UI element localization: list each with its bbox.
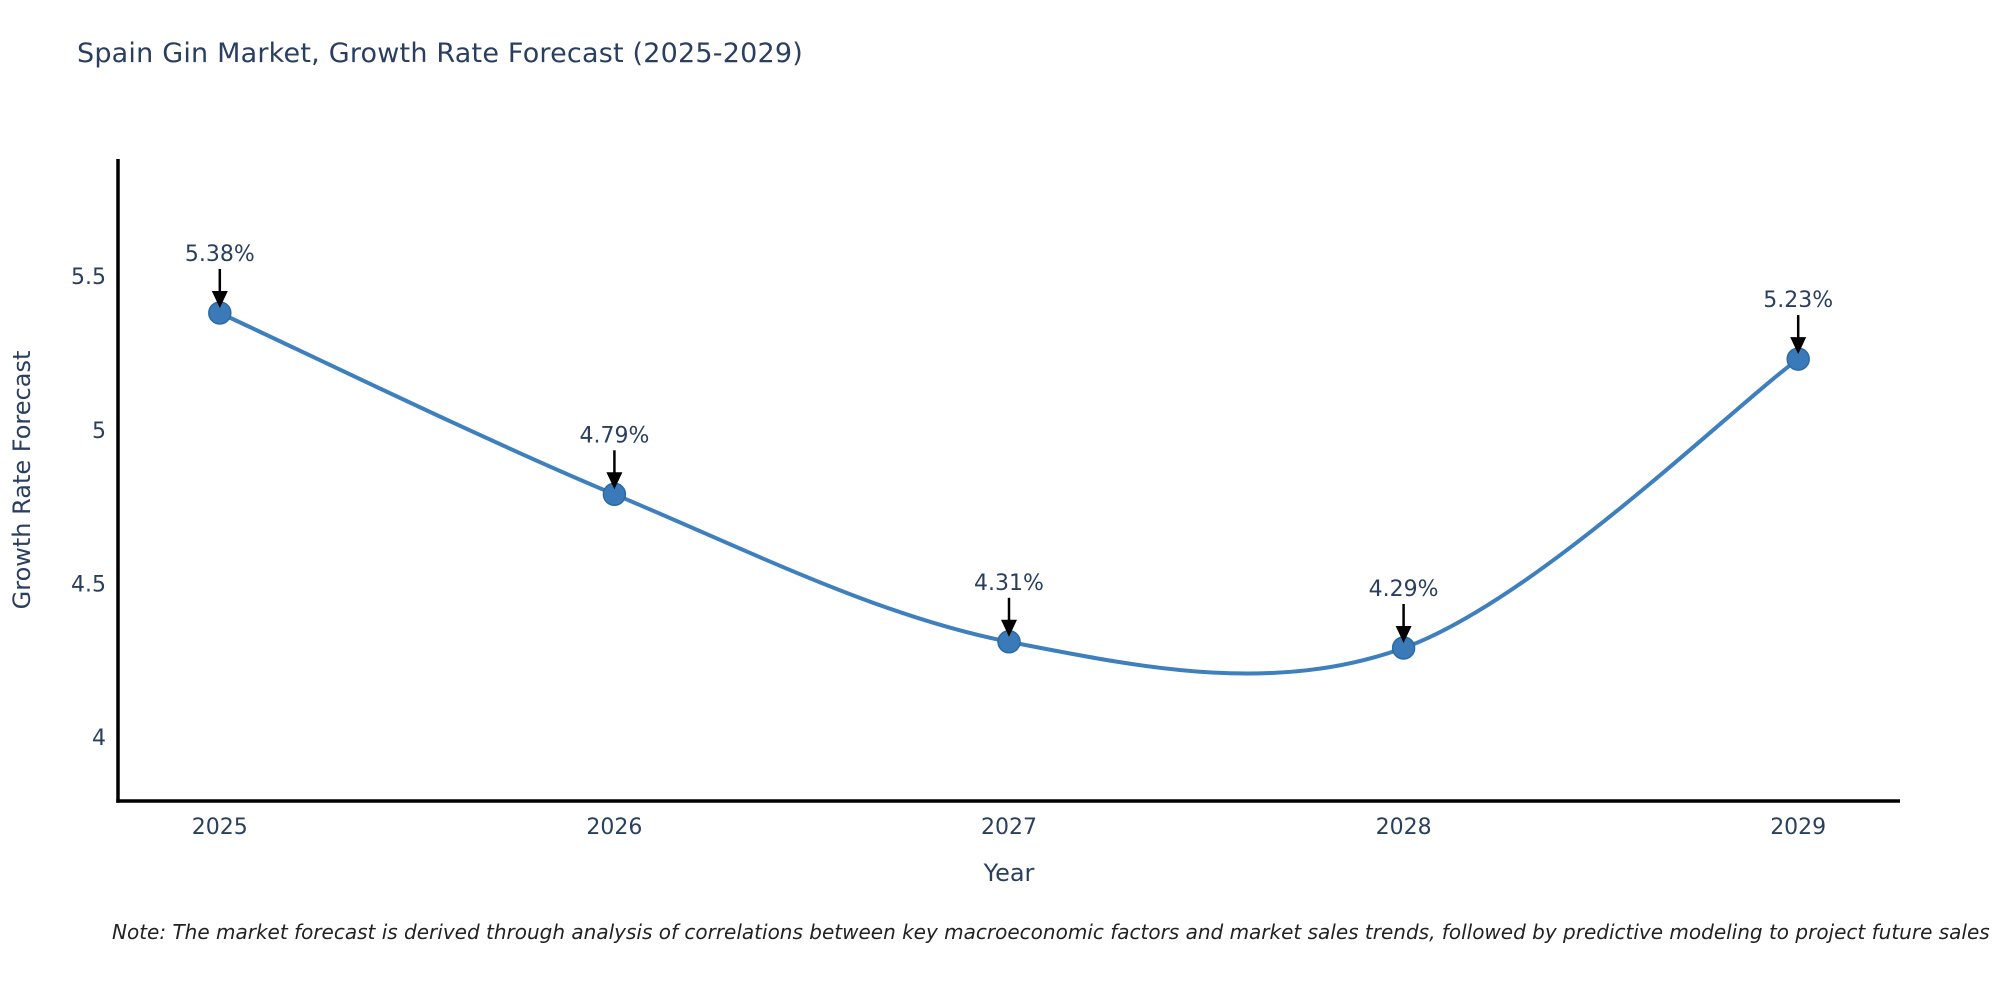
- annotation-arrowhead: [211, 290, 228, 308]
- annotation-label: 5.38%: [185, 242, 255, 267]
- annotation-arrowhead: [1395, 625, 1412, 643]
- annotation-label: 4.31%: [974, 571, 1044, 596]
- y-axis-title: Growth Rate Forecast: [8, 351, 36, 610]
- y-tick-label: 4: [92, 726, 106, 751]
- x-tick-label: 2026: [586, 815, 642, 840]
- chart-title: Spain Gin Market, Growth Rate Forecast (…: [77, 38, 803, 69]
- y-tick-label: 5: [92, 419, 106, 444]
- x-tick-label: 2027: [981, 815, 1037, 840]
- annotation-arrowhead: [1790, 337, 1807, 355]
- x-tick-label: 2028: [1376, 815, 1432, 840]
- y-tick-label: 4.5: [71, 572, 106, 597]
- footnote: Note: The market forecast is derived thr…: [112, 920, 1990, 944]
- annotation-label: 4.79%: [579, 423, 649, 448]
- annotation-label: 5.23%: [1763, 288, 1833, 313]
- x-axis-title: Year: [983, 859, 1035, 887]
- annotation-label: 4.29%: [1369, 577, 1439, 602]
- y-tick-label: 5.5: [71, 265, 106, 290]
- x-tick-label: 2025: [192, 815, 248, 840]
- annotation-arrowhead: [1001, 619, 1017, 637]
- annotation-arrowhead: [606, 472, 623, 490]
- x-tick-label: 2029: [1770, 815, 1826, 840]
